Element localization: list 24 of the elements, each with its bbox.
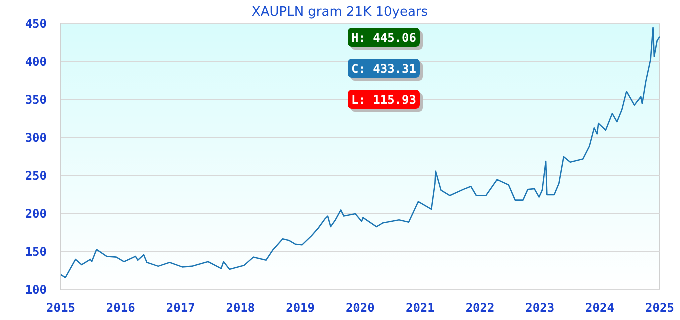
chart-title: XAUPLN gram 21K 10years	[252, 5, 428, 20]
annotation: C: 433.31	[351, 62, 417, 76]
x-tick-label: 2019	[286, 301, 316, 315]
y-tick-label: 150	[25, 245, 47, 259]
y-tick-label: 200	[25, 207, 47, 221]
line-series	[60, 27, 661, 278]
x-tick-label: 2021	[406, 301, 435, 315]
annotation: L: 115.93	[351, 93, 417, 107]
x-tick-label: 2018	[226, 301, 256, 315]
y-tick-label: 100	[25, 283, 47, 297]
x-tick-label: 2023	[526, 301, 555, 315]
x-tick-label: 2016	[106, 301, 136, 315]
y-tick-label: 350	[25, 93, 47, 107]
x-tick-label: 2024	[586, 301, 614, 315]
x-tick-label: 2025	[646, 301, 674, 315]
y-tick-label: 250	[25, 169, 47, 183]
x-tick-label: 2022	[466, 301, 495, 315]
y-tick-label: 300	[25, 131, 47, 145]
y-tick-label: 450	[25, 17, 47, 31]
x-tick-label: 2017	[166, 301, 196, 315]
y-tick-label: 400	[25, 55, 47, 69]
x-tick-label: 2015	[46, 301, 76, 315]
x-tick-label: 2020	[346, 301, 375, 315]
annotation: H: 445.06	[351, 31, 417, 45]
